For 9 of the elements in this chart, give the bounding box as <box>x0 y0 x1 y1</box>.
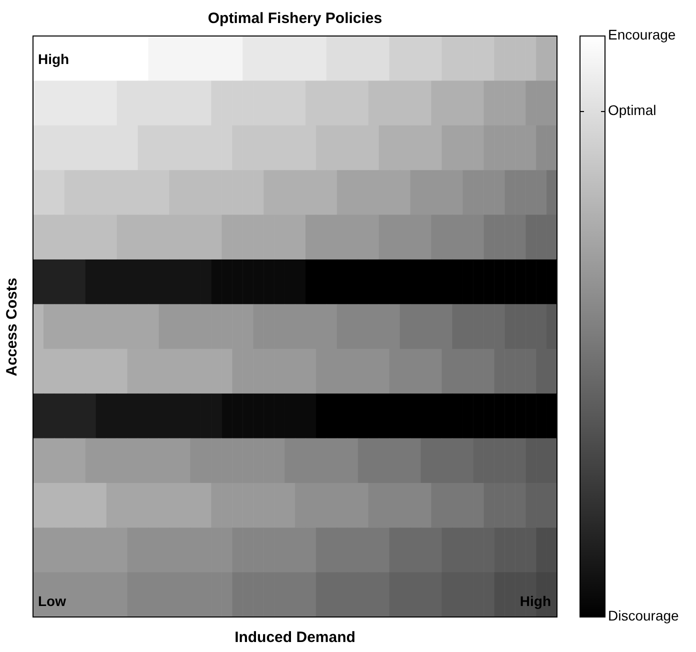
y-axis-title: Access Costs <box>4 277 20 376</box>
annotation: High <box>38 51 70 67</box>
chart-title: Optimal Fishery Policies <box>206 10 384 27</box>
color-bar-label: Encourage <box>608 26 676 43</box>
annotation: Low <box>38 593 66 609</box>
x-axis-title: Induced Demand <box>234 629 356 646</box>
color-bar-label: Optimal <box>608 102 656 118</box>
annotation: High <box>520 593 551 609</box>
color-bar-label: Discourage <box>608 608 680 624</box>
